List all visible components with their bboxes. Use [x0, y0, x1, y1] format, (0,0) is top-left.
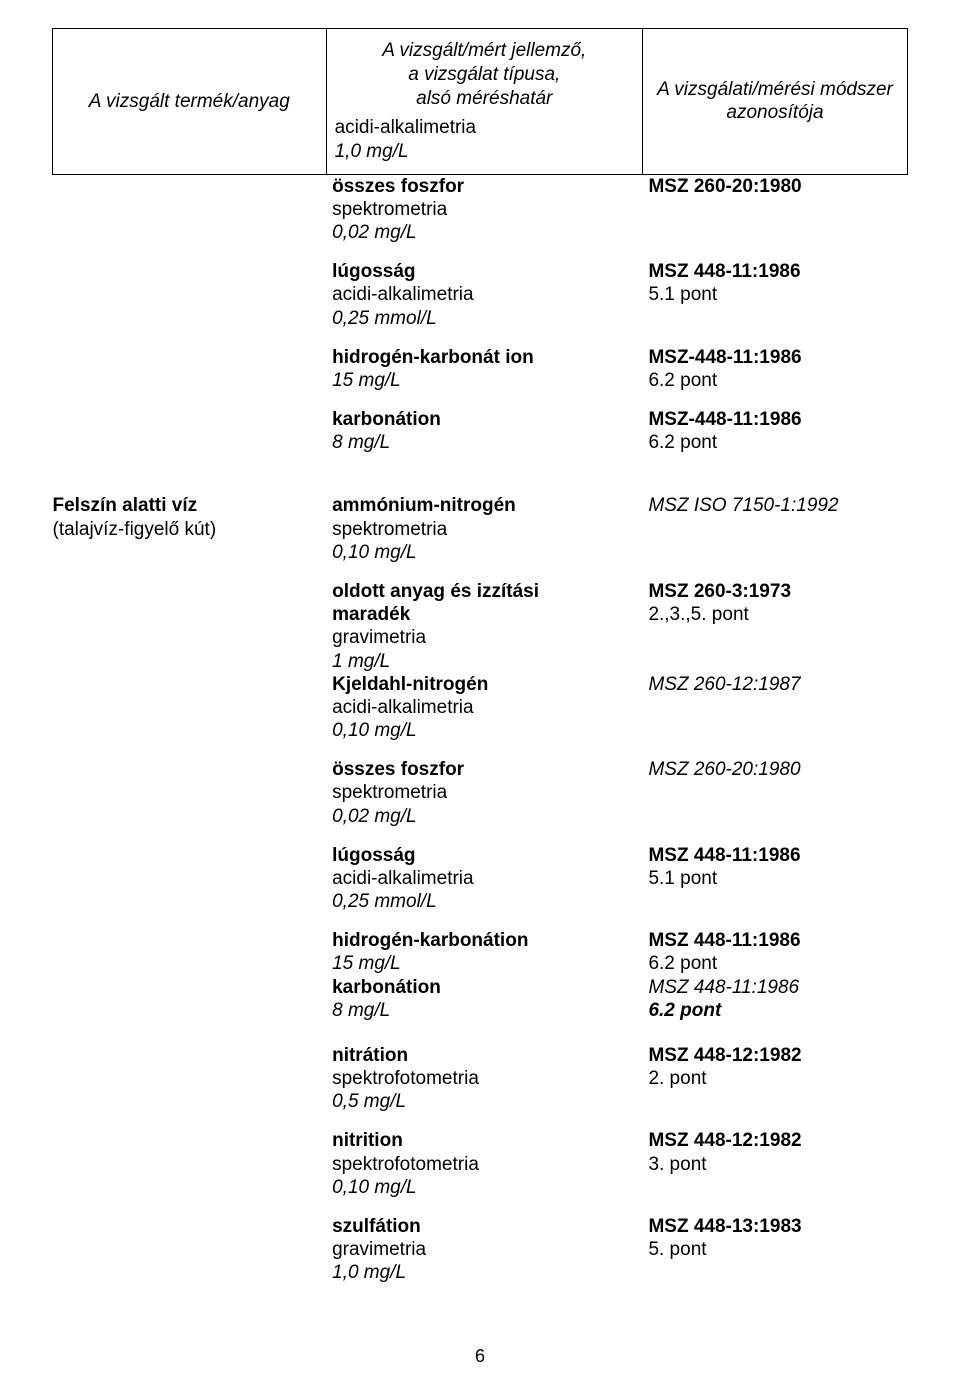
- header-col3-l2: azonosítója: [726, 102, 823, 123]
- header-col2: A vizsgált/mért jellemző, a vizsgálat tí…: [326, 29, 642, 175]
- standard-point: 2. pont: [648, 1068, 706, 1089]
- standard-id: MSZ 260-20:1980: [648, 176, 801, 197]
- param-name: összes foszfor: [332, 759, 464, 780]
- header-col3-l1: A vizsgálati/mérési módszer: [657, 79, 893, 100]
- param-method: acidi-alkalimetria: [332, 697, 474, 718]
- standard-id: MSZ 448-11:1986: [648, 977, 799, 998]
- standard-point: 5.1 pont: [648, 868, 717, 889]
- param-name: nitrátion: [332, 1045, 408, 1066]
- document-page: A vizsgált termék/anyag A vizsgált/mért …: [0, 0, 960, 1387]
- standard-id: MSZ 448-13:1983: [648, 1216, 801, 1237]
- param-limit: 0,10 mg/L: [332, 1177, 417, 1198]
- standard-id: MSZ 448-12:1982: [648, 1130, 801, 1151]
- param-name: oldott anyag és izzítási: [332, 581, 539, 602]
- header-col2-l2: a vizsgálat típusa,: [408, 64, 560, 85]
- param-name: lúgosság: [332, 261, 415, 282]
- standard-id: MSZ 448-11:1986: [648, 930, 800, 951]
- standard-id: MSZ 260-20:1980: [648, 759, 800, 780]
- param-limit: 0,02 mg/L: [332, 806, 417, 827]
- header-extra-l1: acidi-alkalimetria: [335, 117, 477, 138]
- standard-point: 5.1 pont: [648, 284, 717, 305]
- param-limit: 8 mg/L: [332, 432, 390, 453]
- header-col1-text: A vizsgált termék/anyag: [89, 91, 290, 112]
- param-limit: 8 mg/L: [332, 1000, 390, 1021]
- standard-point: 6.2 pont: [648, 370, 717, 391]
- param-limit: 0,02 mg/L: [332, 222, 417, 243]
- page-number: 6: [0, 1346, 960, 1367]
- param-limit: 0,5 mg/L: [332, 1091, 406, 1112]
- param-name: maradék: [332, 604, 410, 625]
- standard-id: MSZ-448-11:1986: [648, 347, 801, 368]
- param-name: Kjeldahl-nitrogén: [332, 674, 488, 695]
- param-limit: 1,0 mg/L: [332, 1262, 406, 1283]
- param-method: gravimetria: [332, 1239, 426, 1260]
- standard-point: 6.2 pont: [648, 953, 717, 974]
- param-limit: 15 mg/L: [332, 370, 401, 391]
- param-method: gravimetria: [332, 627, 426, 648]
- product-name-l1: Felszín alatti víz: [53, 495, 198, 516]
- param-limit: 0,25 mmol/L: [332, 308, 437, 329]
- param-name: lúgosság: [332, 845, 415, 866]
- standard-id: MSZ-448-11:1986: [648, 409, 801, 430]
- param-name: ammónium-nitrogén: [332, 495, 516, 516]
- header-col2-l1: A vizsgált/mért jellemző,: [382, 40, 586, 61]
- param-limit: 0,10 mg/L: [332, 542, 417, 563]
- header-col1: A vizsgált termék/anyag: [53, 29, 327, 175]
- content-table: A vizsgált termék/anyag A vizsgált/mért …: [52, 28, 908, 1300]
- header-col3: A vizsgálati/mérési módszer azonosítója: [642, 29, 907, 175]
- standard-id: MSZ ISO 7150-1:1992: [648, 495, 838, 516]
- header-extra-l2: 1,0 mg/L: [335, 141, 409, 162]
- standard-id: MSZ 260-12:1987: [648, 674, 800, 695]
- standard-id: MSZ 260-3:1973: [648, 581, 791, 602]
- param-name: karbonátion: [332, 409, 441, 430]
- table-row: Felszín alatti víz (talajvíz-figyelő kút…: [53, 494, 908, 1300]
- product-name-l2: (talajvíz-figyelő kút): [53, 519, 217, 540]
- param-method: spektrometria: [332, 519, 447, 540]
- standard-id: MSZ 448-11:1986: [648, 845, 800, 866]
- table-row: összes foszfor spektrometria 0,02 mg/L l…: [53, 174, 908, 470]
- table-header: A vizsgált termék/anyag A vizsgált/mért …: [53, 29, 908, 175]
- param-limit: 1 mg/L: [332, 651, 390, 672]
- standard-id: MSZ 448-12:1982: [648, 1045, 801, 1066]
- param-name: szulfátion: [332, 1216, 421, 1237]
- standard-point: 5. pont: [648, 1239, 706, 1260]
- standard-point: 2.,3.,5. pont: [648, 604, 748, 625]
- param-limit: 0,10 mg/L: [332, 720, 417, 741]
- standard-point: 6.2 pont: [648, 1000, 721, 1021]
- param-method: spektrometria: [332, 199, 447, 220]
- param-method: spektrofotometria: [332, 1068, 479, 1089]
- param-limit: 0,25 mmol/L: [332, 891, 437, 912]
- param-name: hidrogén-karbonát ion: [332, 347, 534, 368]
- header-col2-l3: alsó méréshatár: [416, 88, 552, 109]
- param-name: hidrogén-karbonátion: [332, 930, 528, 951]
- standard-point: 3. pont: [648, 1154, 706, 1175]
- param-name: összes foszfor: [332, 176, 464, 197]
- param-name: karbonátion: [332, 977, 441, 998]
- param-method: acidi-alkalimetria: [332, 868, 474, 889]
- param-limit: 15 mg/L: [332, 953, 401, 974]
- param-name: nitrition: [332, 1130, 403, 1151]
- standard-id: MSZ 448-11:1986: [648, 261, 800, 282]
- param-method: spektrofotometria: [332, 1154, 479, 1175]
- param-method: spektrometria: [332, 782, 447, 803]
- param-method: acidi-alkalimetria: [332, 284, 474, 305]
- standard-point: 6.2 pont: [648, 432, 717, 453]
